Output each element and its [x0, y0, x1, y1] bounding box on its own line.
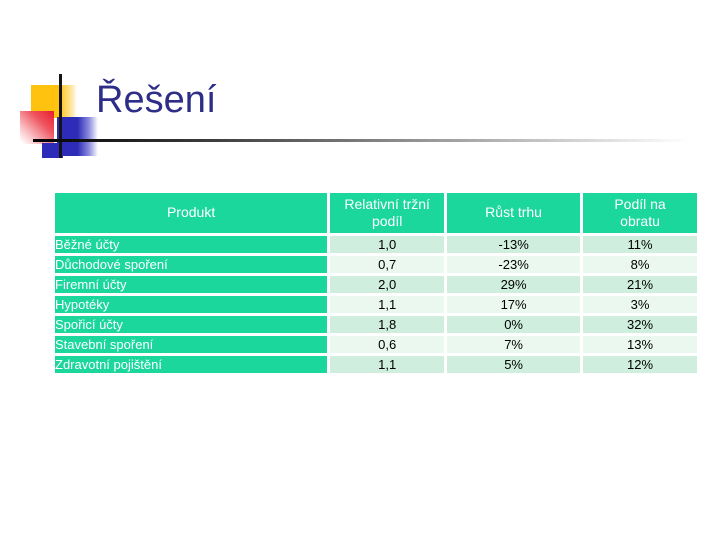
cell-produkt: Běžné účty — [55, 236, 328, 253]
column-header-relativni-trzni-podil: Relativní tržní podíl — [330, 193, 445, 233]
column-header-podil-na-obratu: Podíl na obratu — [583, 193, 697, 233]
deco-vertical-line — [59, 74, 62, 158]
cell-produkt: Důchodové spoření — [55, 256, 328, 273]
table-row: Hypotéky 1,1 17% 3% — [55, 296, 697, 313]
cell-relativni-trzni-podil: 2,0 — [330, 276, 445, 293]
cell-produkt: Hypotéky — [55, 296, 328, 313]
cell-produkt: Spořicí účty — [55, 316, 328, 333]
table-row: Důchodové spoření 0,7 -23% 8% — [55, 256, 697, 273]
column-header-rust-trhu: Růst trhu — [447, 193, 581, 233]
cell-relativni-trzni-podil: 0,7 — [330, 256, 445, 273]
cell-relativni-trzni-podil: 1,8 — [330, 316, 445, 333]
deco-red-square — [20, 111, 54, 144]
cell-podil-na-obratu: 12% — [583, 356, 697, 373]
cell-produkt: Stavební spoření — [55, 336, 328, 353]
cell-produkt: Zdravotní pojištění — [55, 356, 328, 373]
cell-rust-trhu: 7% — [447, 336, 581, 353]
deco-blue-square — [57, 117, 98, 156]
table-row: Spořicí účty 1,8 0% 32% — [55, 316, 697, 333]
cell-podil-na-obratu: 11% — [583, 236, 697, 253]
title-underline-rule — [33, 139, 689, 142]
table-row: Zdravotní pojištění 1,1 5% 12% — [55, 356, 697, 373]
cell-podil-na-obratu: 8% — [583, 256, 697, 273]
table-container: Produkt Relativní tržní podíl Růst trhu … — [52, 190, 700, 376]
column-header-produkt: Produkt — [55, 193, 328, 233]
cell-podil-na-obratu: 3% — [583, 296, 697, 313]
products-table: Produkt Relativní tržní podíl Růst trhu … — [52, 190, 700, 376]
cell-podil-na-obratu: 21% — [583, 276, 697, 293]
slide-title: Řešení — [96, 79, 217, 121]
cell-produkt: Firemní účty — [55, 276, 328, 293]
table-body: Běžné účty 1,0 -13% 11% Důchodové spořen… — [55, 236, 697, 373]
table-row: Běžné účty 1,0 -13% 11% — [55, 236, 697, 253]
cell-podil-na-obratu: 13% — [583, 336, 697, 353]
cell-rust-trhu: 0% — [447, 316, 581, 333]
table-row: Firemní účty 2,0 29% 21% — [55, 276, 697, 293]
table-header: Produkt Relativní tržní podíl Růst trhu … — [55, 193, 697, 233]
cell-relativni-trzni-podil: 1,0 — [330, 236, 445, 253]
cell-relativni-trzni-podil: 1,1 — [330, 296, 445, 313]
cell-relativni-trzni-podil: 1,1 — [330, 356, 445, 373]
deco-blue-small-square — [42, 143, 63, 158]
cell-rust-trhu: 29% — [447, 276, 581, 293]
cell-rust-trhu: 17% — [447, 296, 581, 313]
cell-podil-na-obratu: 32% — [583, 316, 697, 333]
table-header-row: Produkt Relativní tržní podíl Růst trhu … — [55, 193, 697, 233]
cell-rust-trhu: 5% — [447, 356, 581, 373]
table-row: Stavební spoření 0,6 7% 13% — [55, 336, 697, 353]
cell-relativni-trzni-podil: 0,6 — [330, 336, 445, 353]
cell-rust-trhu: -13% — [447, 236, 581, 253]
cell-rust-trhu: -23% — [447, 256, 581, 273]
